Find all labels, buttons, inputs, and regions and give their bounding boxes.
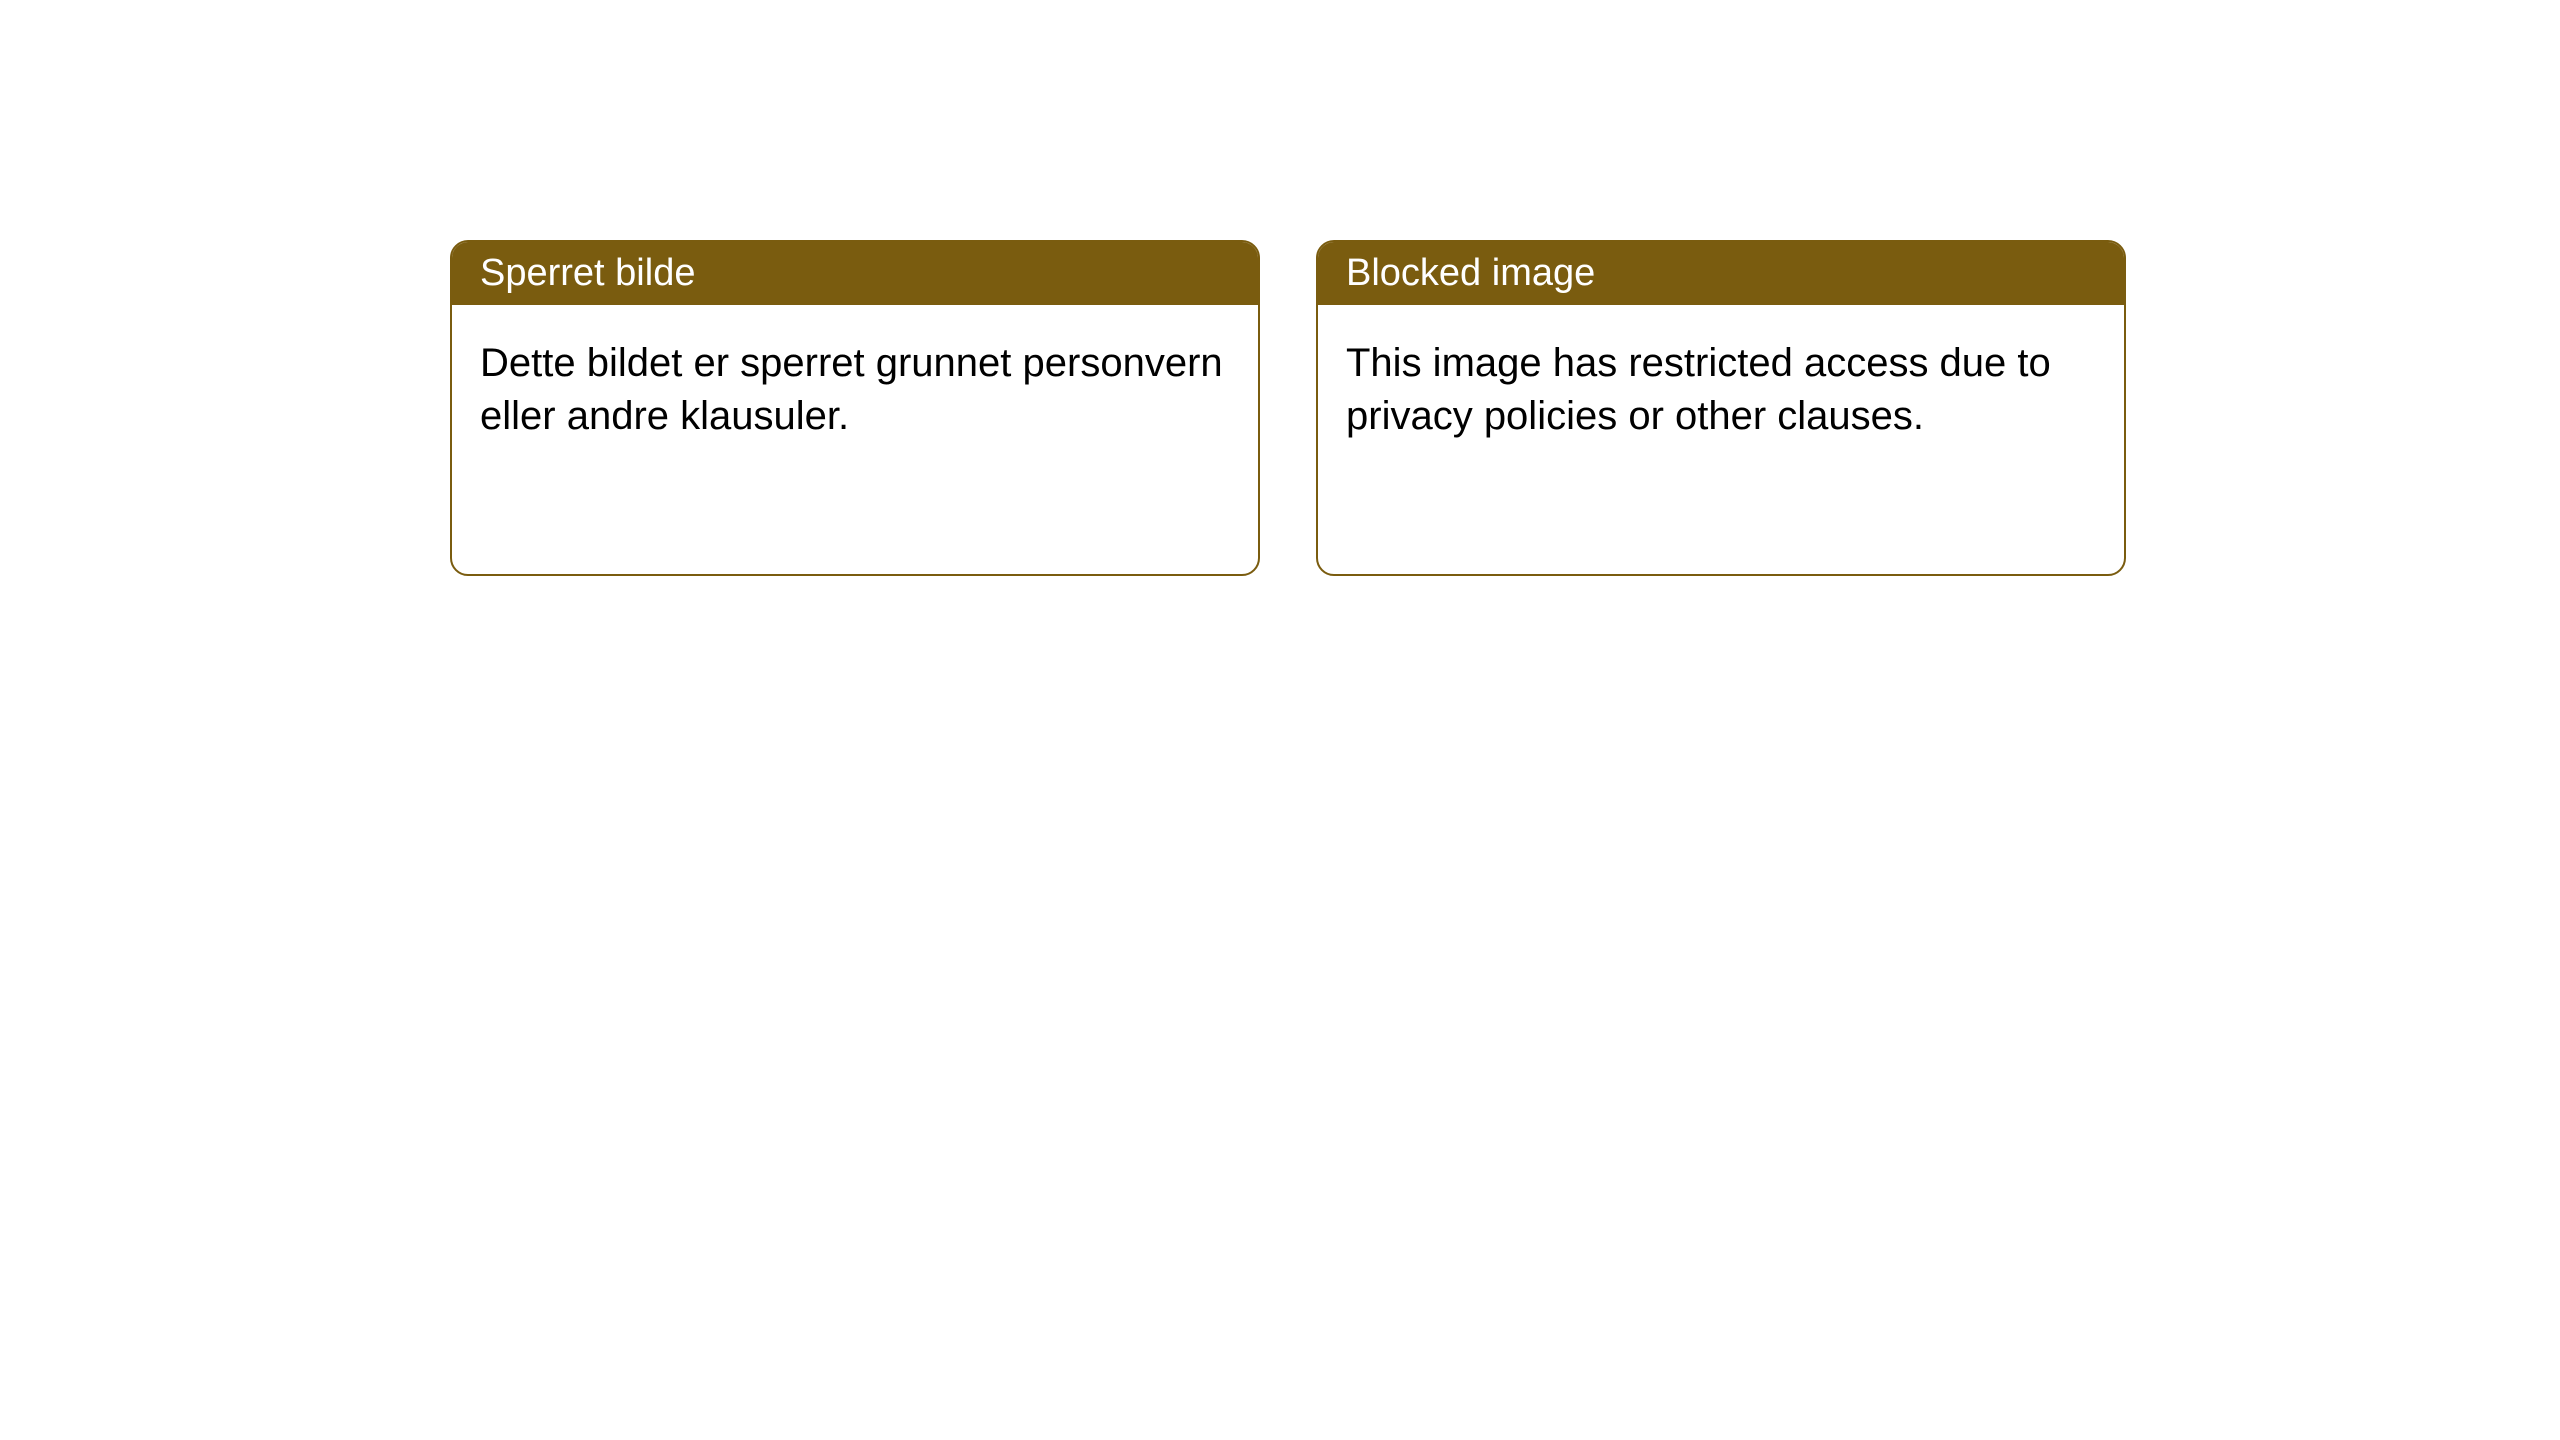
notice-body-text: This image has restricted access due to … — [1346, 341, 2051, 438]
notice-card-norwegian: Sperret bilde Dette bildet er sperret gr… — [450, 240, 1260, 576]
notice-header: Sperret bilde — [452, 242, 1258, 305]
notice-body-text: Dette bildet er sperret grunnet personve… — [480, 341, 1223, 438]
notice-title: Sperret bilde — [480, 252, 695, 294]
notice-card-english: Blocked image This image has restricted … — [1316, 240, 2126, 576]
notice-container: Sperret bilde Dette bildet er sperret gr… — [0, 0, 2560, 576]
notice-title: Blocked image — [1346, 252, 1595, 294]
notice-header: Blocked image — [1318, 242, 2124, 305]
notice-body: Dette bildet er sperret grunnet personve… — [452, 305, 1258, 475]
notice-body: This image has restricted access due to … — [1318, 305, 2124, 475]
